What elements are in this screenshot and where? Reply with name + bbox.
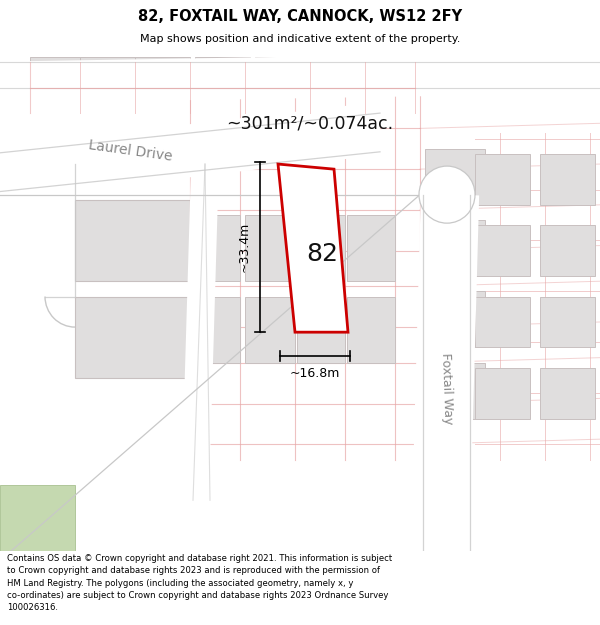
- Bar: [540, 368, 595, 419]
- Bar: [75, 200, 205, 281]
- Bar: [75, 296, 205, 378]
- Circle shape: [419, 166, 475, 223]
- Bar: [347, 296, 395, 362]
- Bar: [490, 57, 545, 84]
- Polygon shape: [278, 164, 348, 332]
- Text: ~33.4m: ~33.4m: [238, 222, 251, 272]
- Bar: [540, 225, 595, 276]
- Text: Map shows position and indicative extent of the property.: Map shows position and indicative extent…: [140, 34, 460, 44]
- Text: ~301m²/~0.074ac.: ~301m²/~0.074ac.: [226, 114, 394, 132]
- Bar: [540, 154, 595, 205]
- Bar: [195, 296, 240, 362]
- Bar: [475, 225, 530, 276]
- Bar: [245, 215, 295, 281]
- Bar: [30, 57, 85, 88]
- Bar: [297, 215, 345, 281]
- Bar: [245, 296, 295, 362]
- Bar: [297, 296, 345, 362]
- Text: Laurel Drive: Laurel Drive: [87, 138, 173, 164]
- Bar: [425, 362, 485, 419]
- Bar: [195, 57, 250, 88]
- Bar: [475, 368, 530, 419]
- Bar: [360, 57, 415, 88]
- Bar: [347, 215, 395, 281]
- Bar: [310, 57, 365, 88]
- Bar: [195, 215, 240, 281]
- Bar: [425, 149, 485, 205]
- Bar: [80, 57, 135, 88]
- Bar: [425, 220, 485, 276]
- Bar: [540, 296, 595, 348]
- Bar: [425, 291, 485, 348]
- Bar: [475, 154, 530, 205]
- Bar: [135, 57, 190, 88]
- Text: 82, FOXTAIL WAY, CANNOCK, WS12 2FY: 82, FOXTAIL WAY, CANNOCK, WS12 2FY: [138, 9, 462, 24]
- Text: ~16.8m: ~16.8m: [290, 368, 340, 381]
- Bar: [545, 57, 595, 84]
- Polygon shape: [0, 485, 75, 551]
- Bar: [475, 296, 530, 348]
- Text: 82: 82: [306, 242, 338, 266]
- Text: Foxtail Way: Foxtail Way: [439, 352, 455, 424]
- Bar: [255, 57, 310, 88]
- Text: Contains OS data © Crown copyright and database right 2021. This information is : Contains OS data © Crown copyright and d…: [7, 554, 392, 612]
